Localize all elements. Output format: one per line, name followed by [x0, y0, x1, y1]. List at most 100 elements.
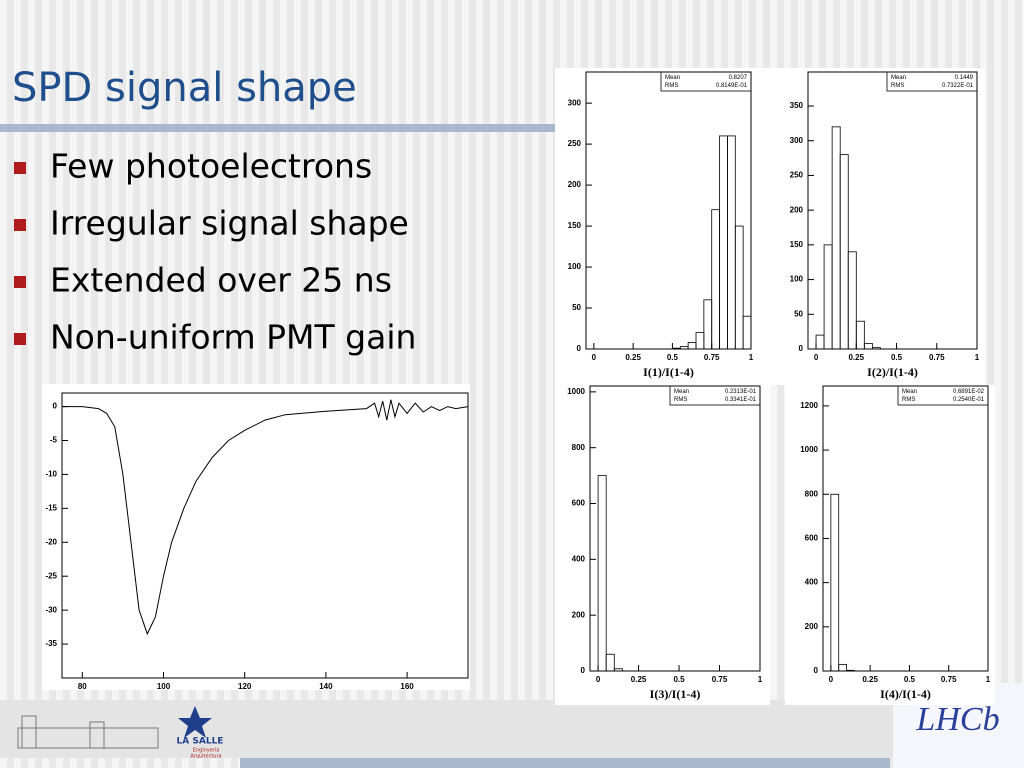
y-tick-label: 200 [568, 180, 582, 189]
footer-band [0, 700, 1024, 758]
school-logo: LA SALLE Enginyeria Arquitectura [17, 706, 224, 760]
chart-panel [555, 68, 782, 385]
y-tick-label: -25 [45, 571, 57, 580]
y-tick-label: -10 [45, 470, 57, 479]
y-tick-label: 50 [572, 303, 581, 312]
signal-line [62, 399, 469, 636]
building-icon [17, 727, 159, 749]
y-tick-label: -35 [45, 639, 57, 648]
bullet-marker [14, 219, 26, 231]
x-axis-label: I(1)/I(1-4) [643, 365, 694, 379]
stats-label: RMS [674, 397, 687, 403]
y-tick-label: 1000 [800, 445, 818, 454]
x-tick-label: 0.25 [862, 675, 878, 684]
logo-text: Arquitectura [190, 754, 221, 760]
logo-text: Enginyeria [193, 748, 220, 754]
x-tick-label: 120 [238, 682, 252, 691]
chart: 0 200 400 600 800 1000 1200 0 0.25 0.5 0.75 1 I(4)/I… [785, 385, 995, 705]
chart: 0 -5 -10 -15 -20 -25 -30 -35 80 100 120 140 160 [42, 384, 470, 691]
y-tick-label: 0 [799, 344, 804, 353]
bullet-marker [14, 276, 26, 288]
stats-label: RMS [891, 83, 904, 89]
footer-bar [240, 758, 890, 768]
x-axis-label: I(4)/I(1-4) [880, 687, 931, 701]
x-tick-label: 100 [157, 682, 171, 691]
stats-value: 0.2313E-01 [725, 389, 757, 395]
stats-value: 0.1449 [955, 75, 974, 81]
stats-value: 0.8207 [729, 75, 748, 81]
x-tick-label: 0.5 [673, 675, 685, 684]
x-tick-label: 0.5 [891, 353, 903, 362]
y-tick-label: 600 [572, 499, 586, 508]
x-tick-label: 0 [592, 353, 597, 362]
x-tick-label: 0.75 [704, 353, 720, 362]
bullet-list: Few photoelectrons Irregular signal shap… [14, 147, 416, 357]
x-tick-label: 0.25 [848, 353, 864, 362]
x-tick-label: 1 [758, 675, 763, 684]
x-tick-label: 160 [400, 682, 414, 691]
y-tick-label: 250 [568, 139, 582, 148]
stats-value: 0.8149E-01 [716, 83, 748, 89]
y-tick-label: 50 [794, 309, 803, 318]
stats-label: RMS [902, 397, 915, 403]
y-tick-label: 300 [790, 136, 804, 145]
y-tick-label: 200 [790, 205, 804, 214]
stats-value: 0.7322E-01 [942, 83, 974, 89]
plot-frame [61, 392, 469, 679]
plot-frame [807, 71, 978, 350]
y-tick-label: 800 [572, 443, 586, 452]
x-tick-label: 1 [749, 353, 754, 362]
x-tick-label: 0.75 [712, 675, 728, 684]
x-tick-label: 0.75 [929, 353, 945, 362]
y-tick-label: 150 [568, 221, 582, 230]
x-tick-label: 80 [78, 682, 87, 691]
chart-panel [42, 384, 470, 690]
y-tick-label: 600 [805, 534, 819, 543]
stats-label: Mean [665, 75, 680, 81]
title-rule [0, 124, 555, 132]
bullet-text: Few photoelectrons [50, 147, 372, 186]
x-tick-label: 1 [975, 353, 980, 362]
y-tick-label: -20 [45, 537, 57, 546]
x-tick-label: 0 [596, 675, 601, 684]
chart: 0 200 400 600 800 1000 0 0.25 0.5 0.75 1 I(3)/I(1-4… [555, 385, 770, 705]
stats-value: 0.3341E-01 [725, 397, 757, 403]
chart-panel [782, 68, 985, 385]
y-tick-label: 1000 [567, 387, 585, 396]
y-tick-label: -15 [45, 503, 57, 512]
y-tick-label: 100 [790, 275, 804, 284]
chart-panel [555, 385, 770, 705]
y-tick-label: 200 [805, 622, 819, 631]
x-tick-label: 0.5 [667, 353, 679, 362]
logo-text: LA SALLE [177, 737, 224, 747]
y-tick-label: 800 [805, 489, 819, 498]
bullet-text: Irregular signal shape [50, 204, 409, 243]
slide-title: SPD signal shape [12, 65, 357, 111]
y-tick-label: 1200 [800, 401, 818, 410]
y-tick-label: 0 [814, 666, 819, 675]
chart-panel [785, 385, 995, 705]
stats-label: RMS [665, 83, 678, 89]
y-tick-label: 0 [53, 402, 58, 411]
bullet-text: Extended over 25 ns [50, 261, 392, 300]
stats-value: 0.6891E-02 [953, 389, 985, 395]
x-tick-label: 0.5 [904, 675, 916, 684]
x-tick-label: 1 [986, 675, 991, 684]
x-axis-label: I(2)/I(1-4) [867, 365, 918, 379]
chart: 0 50 100 150 200 250 300 350 0 0.25 0.5 0.75 1 I(2)/I… [782, 68, 985, 385]
y-tick-label: 150 [790, 240, 804, 249]
y-tick-label: 250 [790, 171, 804, 180]
x-tick-label: 0.25 [631, 675, 647, 684]
plot-frame [589, 385, 761, 672]
x-tick-label: 0.75 [941, 675, 957, 684]
y-tick-label: -30 [45, 605, 57, 614]
plot-frame [822, 385, 989, 672]
x-tick-label: 140 [319, 682, 333, 691]
bullet-marker [14, 333, 26, 345]
y-tick-label: 400 [572, 554, 586, 563]
plot-frame [585, 71, 752, 350]
x-tick-label: 0 [814, 353, 819, 362]
x-axis-label: I(3)/I(1-4) [650, 687, 701, 701]
